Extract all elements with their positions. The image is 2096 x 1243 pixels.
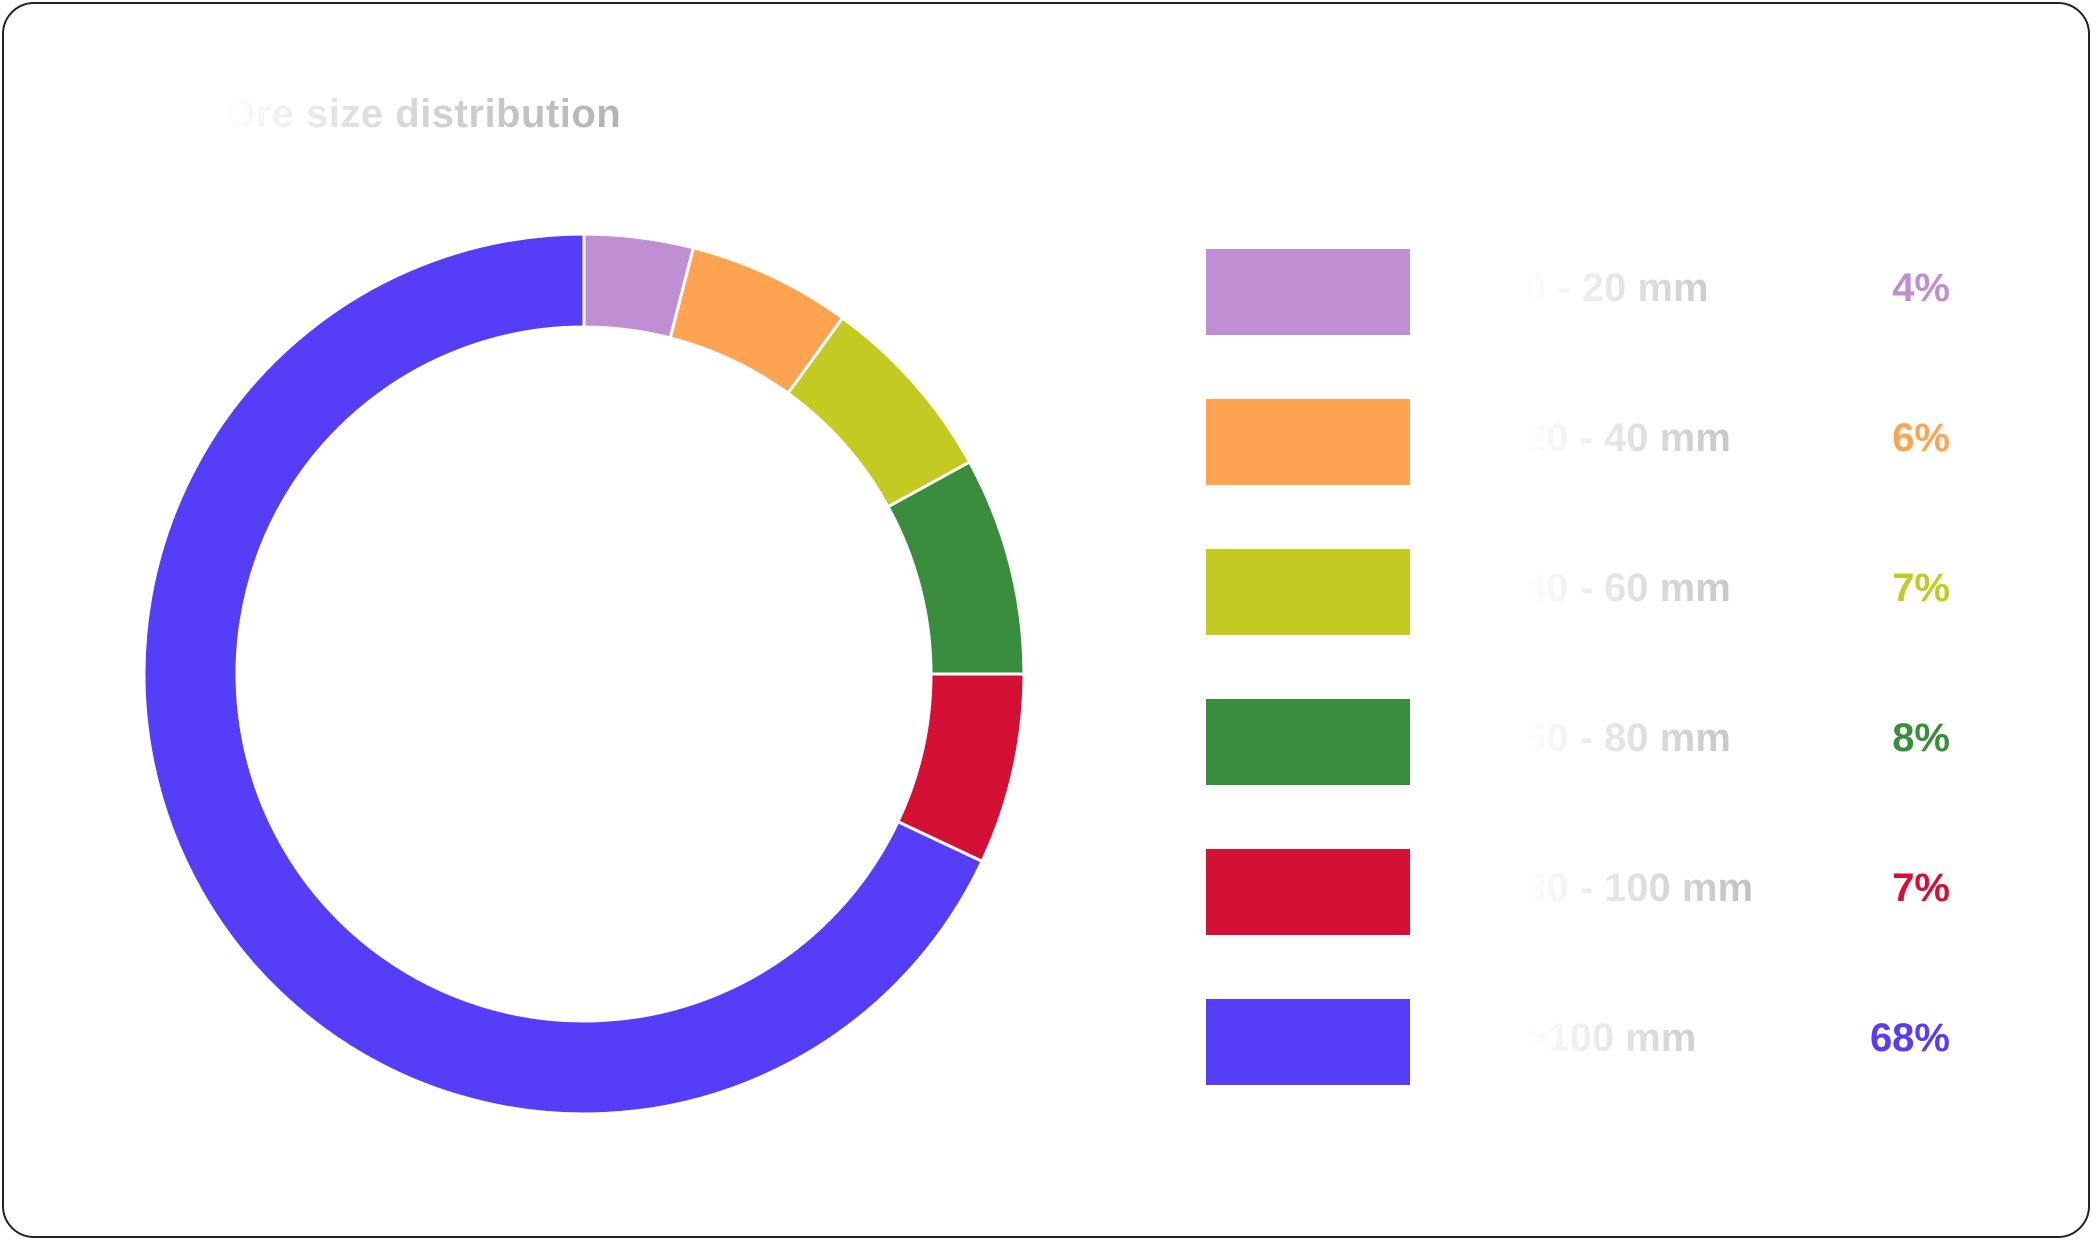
legend-swatch bbox=[1206, 549, 1410, 635]
legend-value: 8% bbox=[1892, 716, 1950, 760]
donut-chart bbox=[142, 232, 1026, 1116]
legend-value: 7% bbox=[1892, 566, 1950, 610]
legend-swatch bbox=[1206, 999, 1410, 1085]
legend-label: 40 - 60 mm bbox=[1524, 566, 1784, 611]
legend-label: >100 mm bbox=[1524, 1016, 1784, 1061]
legend-swatch bbox=[1206, 849, 1410, 935]
legend-value: 68% bbox=[1869, 1016, 1950, 1060]
legend-label: 60 - 80 mm bbox=[1524, 716, 1784, 761]
legend-value: 6% bbox=[1892, 416, 1950, 460]
legend-swatch bbox=[1206, 699, 1410, 785]
legend-swatch bbox=[1206, 399, 1410, 485]
legend-value: 4% bbox=[1892, 266, 1950, 310]
legend-label: 0 - 20 mm bbox=[1524, 266, 1784, 311]
legend-swatch bbox=[1206, 249, 1410, 335]
donut-slice-6 bbox=[142, 232, 985, 1116]
legend-value: 7% bbox=[1892, 866, 1950, 910]
legend-label: 80 - 100 mm bbox=[1524, 866, 1784, 911]
chart-title: Ore size distribution bbox=[224, 92, 622, 136]
legend-label: 20 - 40 mm bbox=[1524, 416, 1784, 461]
